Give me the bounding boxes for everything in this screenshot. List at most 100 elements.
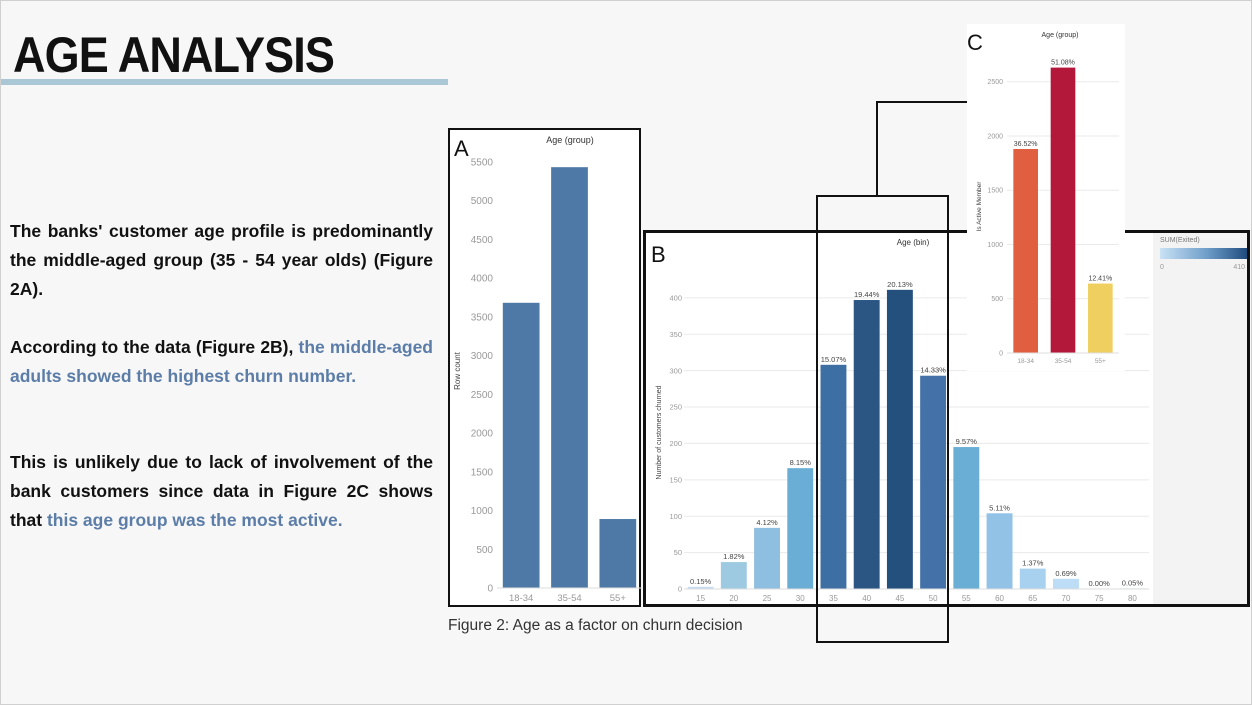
chart-b-x-tick-label: 65 — [1028, 594, 1037, 603]
chart-b-data-label: 1.82% — [723, 552, 745, 561]
chart-a-y-tick-label: 500 — [476, 545, 493, 556]
chart-b-data-label: 0.05% — [1122, 578, 1144, 587]
chart-c-y-tick-label: 1500 — [987, 188, 1003, 195]
chart-b-legend-title: SUM(Exited) — [1160, 237, 1200, 244]
chart-c-data-label: 36.52% — [1014, 141, 1038, 148]
chart-a-x-tick-label: 55+ — [610, 593, 627, 604]
chart-b-data-label: 0.00% — [1089, 579, 1111, 588]
chart-b-y-tick-label: 300 — [669, 366, 682, 375]
chart-b-data-label: 20.13% — [887, 280, 913, 289]
chart-a-title: Age (group) — [546, 135, 594, 145]
paragraph-activity: This is unlikely due to lack of involvem… — [10, 448, 433, 535]
chart-b-bar — [687, 586, 714, 589]
chart-c-x-tick-label: 18-34 — [1017, 358, 1034, 365]
chart-c-y-tick-label: 2000 — [987, 133, 1003, 140]
chart-c-y-tick-label: 2500 — [987, 79, 1003, 86]
chart-b-data-label: 0.15% — [690, 577, 712, 586]
chart-b-bar — [1053, 578, 1079, 589]
chart-b-y-tick-label: 200 — [669, 439, 682, 448]
paragraph-activity-highlight: this age group was the most active. — [46, 510, 343, 530]
chart-c-y-tick-label: 1000 — [987, 242, 1003, 249]
slide-title: AGE ANALYSIS — [13, 27, 335, 83]
chart-a-y-axis-label: Row count — [453, 351, 462, 390]
chart-c-data-label: 51.08% — [1051, 60, 1075, 67]
paragraph-age-profile: The banks' customer age profile is predo… — [10, 221, 433, 299]
chart-b-y-tick-label: 100 — [669, 512, 682, 521]
chart-a-panel-letter: A — [454, 136, 469, 161]
chart-b-legend-min-label: 0 — [1160, 264, 1164, 271]
chart-b-y-axis-label: Number of customers churned — [656, 385, 663, 479]
chart-b-bar — [754, 527, 780, 589]
chart-b-y-tick-label: 150 — [669, 475, 682, 484]
paragraph-churn: According to the data (Figure 2B), the m… — [10, 333, 433, 391]
figure-caption: Figure 2: Age as a factor on churn decis… — [448, 617, 743, 634]
chart-b-x-tick-label: 20 — [729, 594, 738, 603]
connector-line-horizontal — [876, 101, 968, 103]
chart-a-y-tick-label: 4500 — [471, 235, 494, 246]
chart-b-x-tick-label: 40 — [862, 594, 871, 603]
chart-b-legend-max-label: 410 — [1233, 264, 1245, 271]
chart-b-data-label: 0.69% — [1055, 569, 1077, 578]
chart-b-legend-color-ramp — [1160, 248, 1247, 259]
title-underline — [1, 79, 448, 85]
chart-b-bar — [820, 364, 847, 589]
chart-b-y-tick-label: 0 — [678, 585, 682, 594]
chart-b-x-tick-label: 75 — [1095, 594, 1104, 603]
chart-b-y-tick-label: 250 — [669, 403, 682, 412]
chart-a-svg: A Age (group) Row count 0 500 1000 1500 2000 250… — [453, 135, 642, 604]
chart-b-legend-background — [1153, 233, 1247, 604]
chart-b-x-tick-label: 25 — [763, 594, 772, 603]
chart-b-svg: B Age (bin) Number of customers churned 0 50… — [651, 233, 1247, 604]
chart-b-panel-letter: B — [651, 242, 666, 267]
chart-a-y-tick-label: 1000 — [471, 506, 494, 517]
chart-b-y-tick-label: 400 — [669, 293, 682, 302]
paragraph-activity-text: This is unlikely due to lack of involvem… — [10, 452, 433, 530]
chart-a-y-tick-label: 5500 — [471, 157, 494, 168]
chart-c-y-axis-label: Is Active Member — [976, 181, 983, 232]
chart-b-x-tick-label: 45 — [895, 594, 904, 603]
chart-b-data-label: 1.37% — [1022, 559, 1044, 568]
chart-b-bar — [953, 447, 980, 589]
chart-b-data-label: 9.57% — [956, 437, 978, 446]
highlight-box — [816, 195, 949, 643]
chart-a-y-tick-label: 4000 — [471, 274, 494, 285]
chart-panel-c: C Age (group) Is Active Member 0 500 1000 1500… — [967, 24, 1125, 371]
chart-a-y-tick-label: 3500 — [471, 312, 494, 323]
chart-b-x-tick-label: 55 — [962, 594, 971, 603]
chart-b-title: Age (bin) — [897, 238, 930, 247]
chart-c-data-label: 12.41% — [1088, 276, 1112, 283]
chart-b-y-tick-label: 350 — [669, 330, 682, 339]
chart-b-x-tick-label: 80 — [1128, 594, 1137, 603]
chart-a-bar — [502, 302, 540, 588]
chart-b-x-tick-label: 30 — [796, 594, 805, 603]
chart-c-title: Age (group) — [1042, 32, 1079, 39]
chart-c-y-tick-label: 500 — [991, 296, 1003, 303]
chart-c-bar — [1013, 148, 1038, 353]
chart-b-bar — [1019, 568, 1046, 589]
chart-panel-a: A Age (group) Row count 0 500 1000 1500 2000 250… — [448, 128, 642, 607]
chart-c-panel-letter: C — [967, 30, 983, 55]
chart-b-x-tick-label: 35 — [829, 594, 838, 603]
chart-b-bar — [853, 300, 880, 589]
chart-b-bar — [787, 468, 814, 589]
connector-line-vertical — [876, 101, 878, 196]
chart-a-x-tick-label: 35-54 — [557, 593, 581, 604]
chart-a-y-tick-label: 1500 — [471, 467, 494, 478]
chart-c-x-tick-label: 55+ — [1095, 358, 1106, 365]
chart-c-svg: C Age (group) Is Active Member 0 500 1000 1500… — [967, 30, 1119, 365]
chart-b-data-label: 15.07% — [821, 355, 847, 364]
chart-b-x-tick-label: 60 — [995, 594, 1004, 603]
chart-a-y-tick-label: 0 — [487, 584, 493, 595]
chart-b-bar — [986, 513, 1013, 589]
chart-b-data-label: 14.33% — [920, 366, 946, 375]
chart-b-x-tick-label: 70 — [1062, 594, 1071, 603]
chart-b-data-label: 5.11% — [989, 503, 1010, 512]
chart-a-y-tick-label: 5000 — [471, 196, 494, 207]
chart-a-y-tick-label: 2000 — [471, 429, 494, 440]
chart-c-y-tick-label: 0 — [999, 350, 1003, 357]
chart-a-x-tick-label: 18-34 — [509, 593, 533, 604]
chart-b-y-tick-label: 50 — [674, 548, 682, 557]
chart-c-x-tick-label: 35-54 — [1055, 358, 1072, 365]
chart-panel-b: B Age (bin) Number of customers churned 0 50… — [643, 230, 1250, 607]
